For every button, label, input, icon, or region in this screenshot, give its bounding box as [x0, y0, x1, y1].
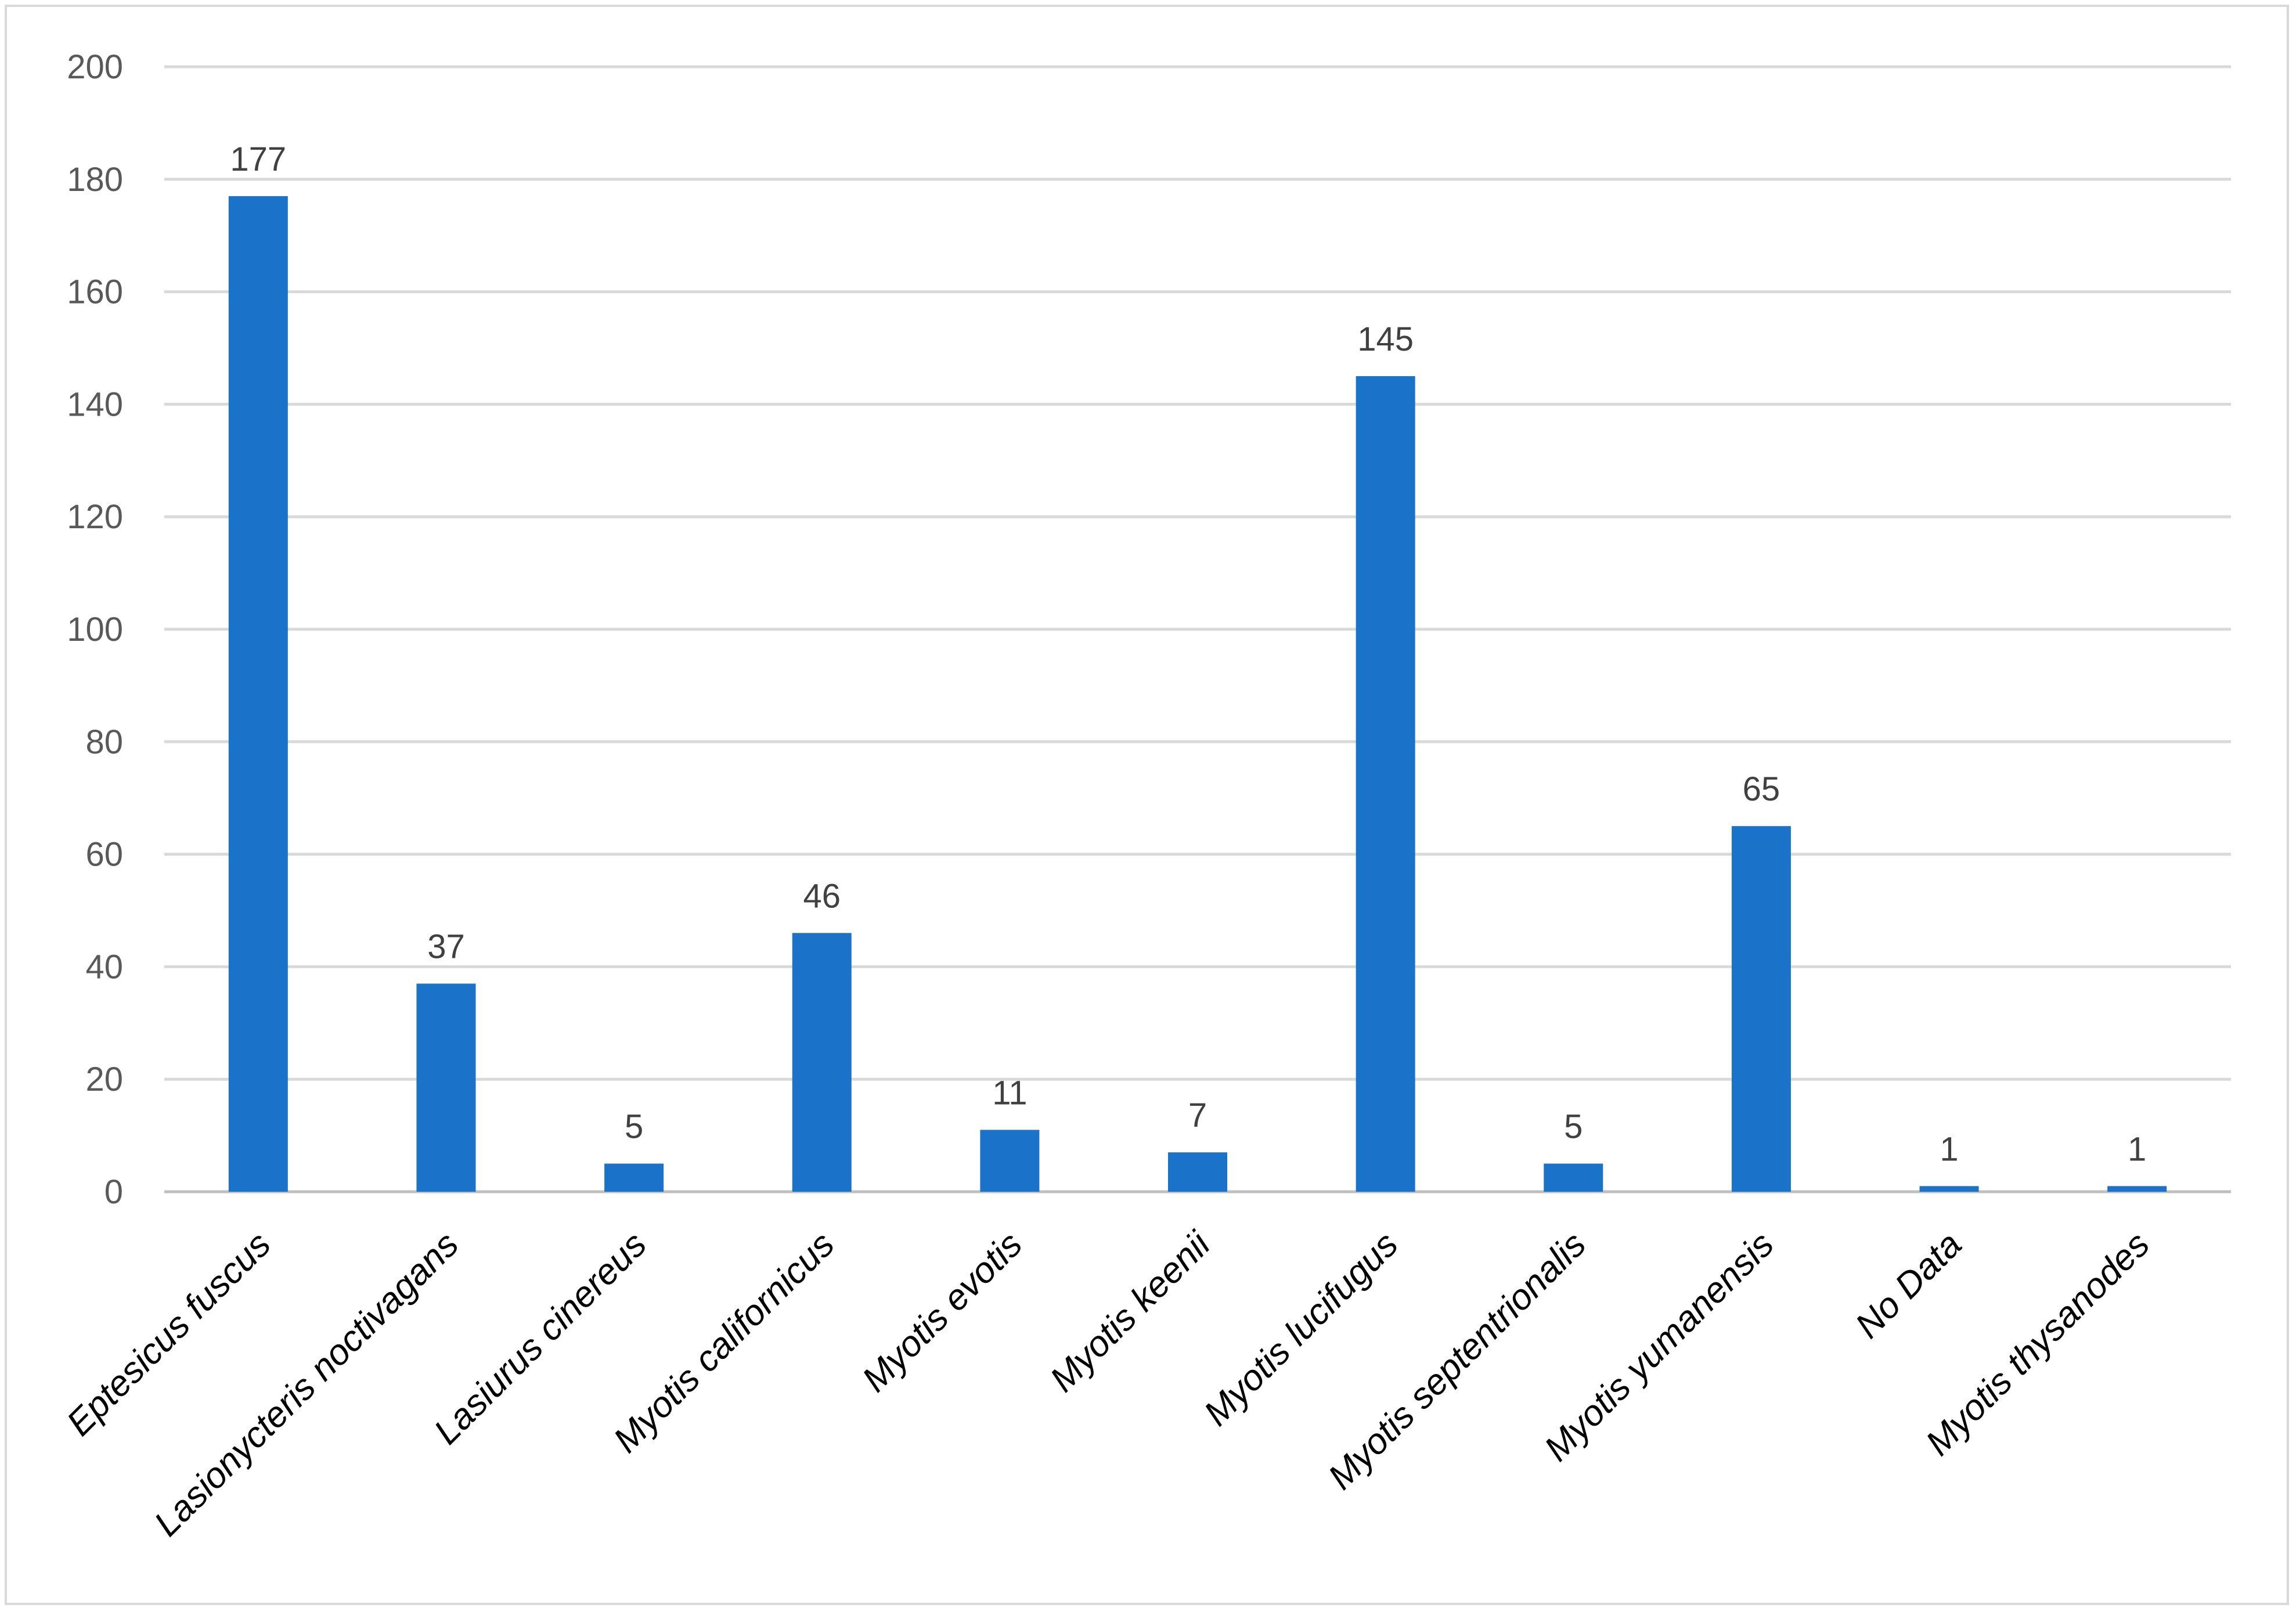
data-label: 1 — [2128, 1130, 2146, 1168]
bar — [2107, 1186, 2167, 1192]
data-label: 11 — [992, 1074, 1027, 1112]
y-tick-label: 160 — [67, 273, 123, 311]
data-label: 1 — [1940, 1130, 1958, 1168]
bar — [1919, 1186, 1979, 1192]
y-tick-label: 140 — [67, 385, 123, 423]
x-tick-label: Lasionycteris noctivagans — [147, 1224, 467, 1544]
y-tick-label: 180 — [67, 161, 123, 199]
data-label: 7 — [1188, 1097, 1207, 1134]
gridlines — [164, 65, 2231, 1193]
data-label: 65 — [1743, 770, 1780, 808]
data-label: 145 — [1357, 320, 1414, 358]
y-tick-label: 40 — [85, 948, 123, 986]
chart-area — [5, 5, 2289, 1605]
y-tick-label: 100 — [67, 611, 123, 648]
x-tick-label: No Data — [1848, 1224, 1970, 1346]
bar — [1356, 376, 1415, 1192]
data-label: 5 — [625, 1108, 643, 1146]
y-tick-label: 200 — [67, 48, 123, 86]
bar — [1544, 1163, 1603, 1192]
data-label: 37 — [427, 928, 465, 965]
y-tick-label: 120 — [67, 498, 123, 536]
bar — [604, 1163, 664, 1192]
y-tick-label: 80 — [85, 723, 123, 761]
data-label: 5 — [1564, 1108, 1583, 1146]
bar — [980, 1130, 1040, 1192]
x-tick-label: Eptesicus fuscus — [59, 1224, 279, 1444]
bar — [1731, 826, 1791, 1192]
data-label: 46 — [803, 877, 841, 915]
bar — [792, 933, 852, 1192]
x-tick-label: Myotis evotis — [855, 1224, 1030, 1400]
bar — [228, 196, 288, 1192]
y-tick-label: 0 — [104, 1173, 123, 1211]
bar — [1168, 1152, 1227, 1192]
y-tick-label: 60 — [85, 836, 123, 874]
x-tick-label: Myotis lucifugus — [1196, 1224, 1406, 1434]
data-label: 177 — [230, 140, 286, 178]
x-tick-label: Myotis keenii — [1043, 1224, 1219, 1400]
bar — [416, 983, 476, 1192]
y-axis-tick-labels: 0 20 40 60 80 100 120 140 160 180 200 — [67, 48, 123, 1211]
y-tick-label: 20 — [85, 1061, 123, 1098]
bars — [228, 196, 2167, 1192]
